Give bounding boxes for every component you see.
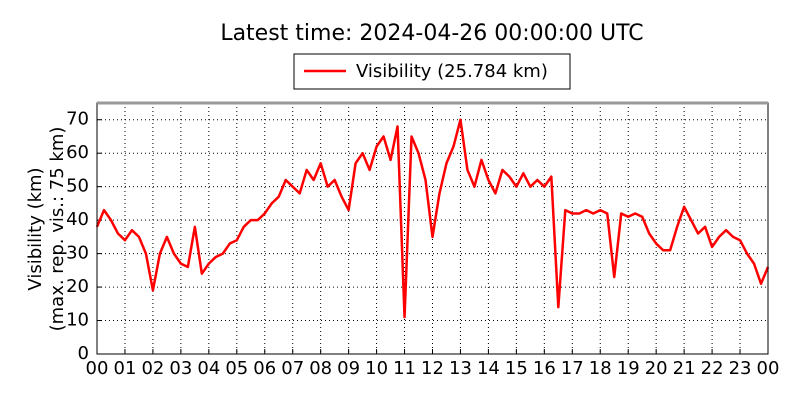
data-line xyxy=(95,118,770,319)
x-tick-label: 02 xyxy=(141,358,164,379)
x-tick-label: 23 xyxy=(729,358,752,379)
x-tick-label: 12 xyxy=(421,358,444,379)
x-tick-label: 18 xyxy=(589,358,612,379)
x-tick-label: 15 xyxy=(505,358,528,379)
x-tick-label: 20 xyxy=(645,358,668,379)
legend-label: Visibility (25.784 km) xyxy=(356,61,548,82)
y-axis-label: Visibility (km) xyxy=(25,167,46,290)
y-tick-label: 10 xyxy=(66,310,89,331)
x-tick-label: 00 xyxy=(86,358,109,379)
x-tick-label: 21 xyxy=(673,358,696,379)
x-tick-label: 10 xyxy=(365,358,388,379)
x-tick-label: 17 xyxy=(561,358,584,379)
x-tick-label: 03 xyxy=(169,358,192,379)
y-tick-label: 50 xyxy=(66,176,89,197)
x-tick-label: 14 xyxy=(477,358,500,379)
x-tick-label: 06 xyxy=(253,358,276,379)
x-tick-label: 16 xyxy=(533,358,556,379)
x-tick-label: 07 xyxy=(281,358,304,379)
x-tick-label: 04 xyxy=(197,358,220,379)
x-tick-label: 19 xyxy=(617,358,640,379)
y-tick-label: 60 xyxy=(66,142,89,163)
x-tick-label: 00 xyxy=(757,358,780,379)
y-tick-label: 20 xyxy=(66,276,89,297)
x-tick-label: 08 xyxy=(309,358,332,379)
x-tick-label: 09 xyxy=(337,358,360,379)
legend: Visibility (25.784 km) xyxy=(293,53,571,90)
y-tick-label: 30 xyxy=(66,243,89,264)
x-tick-label: 11 xyxy=(393,358,416,379)
y-tick-label: 0 xyxy=(78,343,89,364)
x-tick-label: 13 xyxy=(449,358,472,379)
x-tick-label: 01 xyxy=(114,358,137,379)
x-tick-label: 22 xyxy=(701,358,724,379)
y-tick-label: 40 xyxy=(66,209,89,230)
y-tick-label: 70 xyxy=(66,109,89,130)
chart-title: Latest time: 2024-04-26 00:00:00 UTC xyxy=(220,21,643,46)
y-axis-label: (max. rep. vis.: 75 km) xyxy=(47,127,68,332)
x-tick-label: 05 xyxy=(225,358,248,379)
